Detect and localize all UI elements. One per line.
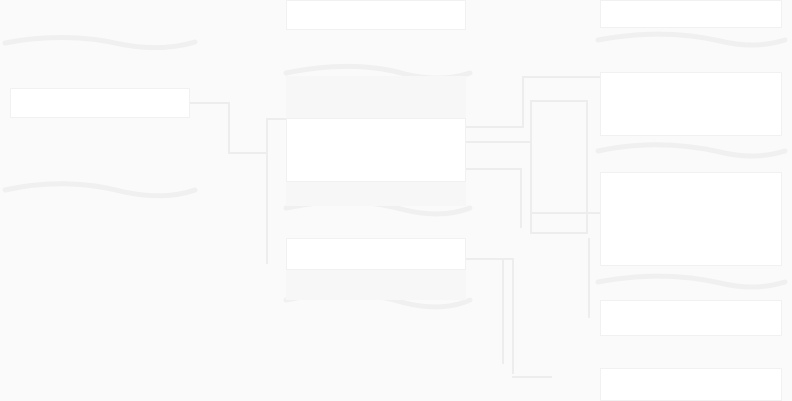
center-mid-shade <box>286 182 466 206</box>
center-lower-panel <box>286 238 466 270</box>
connector-bottom-vertical-b <box>512 258 514 374</box>
wave-separator-right-bottom <box>595 273 788 290</box>
connector-bottom-end <box>512 376 552 378</box>
right-upper-panel <box>600 72 782 136</box>
right-middle-panel <box>600 172 782 266</box>
connector-center-to-right-upper <box>522 76 600 78</box>
connector-center-top-vertical <box>522 76 524 128</box>
right-lower-panel <box>600 300 782 336</box>
connector-mid-to-right-top <box>530 100 586 102</box>
right-footer-panel <box>600 368 782 401</box>
center-upper-shade <box>286 76 466 118</box>
center-lower-shade <box>286 270 466 300</box>
connector-mid-to-right-lower <box>530 232 586 234</box>
connector-bottom-horizontal <box>466 258 512 260</box>
connector-left-top-to-center <box>228 152 268 154</box>
connector-left-top-horizontal <box>190 102 228 104</box>
center-header-panel <box>286 0 466 30</box>
wave-separator-right-top <box>595 31 788 48</box>
connector-mid-to-right-middle <box>530 212 600 214</box>
wave-separator-left-top <box>2 34 198 51</box>
connector-left-top-vertical <box>228 102 230 152</box>
wave-separator-right-mid <box>595 142 788 159</box>
connector-center-lower-vertical <box>520 168 522 228</box>
connector-mid-right-vertical <box>586 100 588 234</box>
right-header-panel <box>600 0 782 28</box>
connector-center-mid-horizontal <box>466 141 530 143</box>
connector-bottom-vertical-a <box>502 258 504 364</box>
connector-left-trunk <box>266 118 268 264</box>
connector-center-lower-horizontal <box>466 168 520 170</box>
connector-left-trunk-top <box>266 118 286 120</box>
connector-right-lower-vertical <box>588 238 590 318</box>
center-main-panel <box>286 118 466 182</box>
wave-separator-left-mid <box>2 181 198 199</box>
connector-center-top-horizontal <box>466 126 522 128</box>
connector-center-mid-vertical <box>530 100 532 232</box>
left-top-panel <box>10 88 190 118</box>
